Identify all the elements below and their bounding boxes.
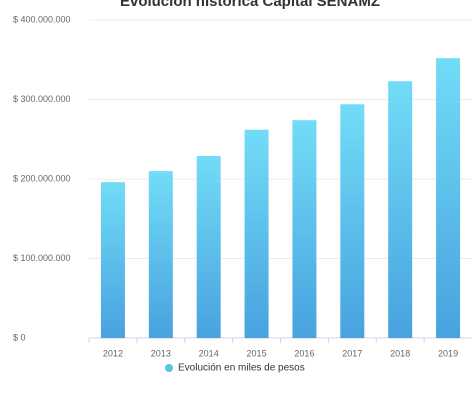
legend-label: Evolución en miles de pesos [178,363,305,374]
x-tick-label: 2013 [151,348,171,358]
x-tick-label: 2018 [390,348,410,358]
chart-title: Evolución histórica Capital SENAMZ [120,0,380,10]
x-tick-label: 2015 [247,348,267,358]
bar [388,81,413,338]
y-tick-label: $ 0 [13,332,26,342]
bar [436,58,461,338]
bar [292,120,317,338]
bar [244,129,269,338]
bar [100,182,125,338]
x-tick-label: 2019 [438,348,458,358]
bar [196,155,221,338]
y-tick-label: $ 300.000.000 [13,94,71,104]
legend-marker [165,364,173,372]
bar [340,104,365,339]
x-tick-label: 2017 [342,348,362,358]
x-tick-label: 2016 [294,348,314,358]
x-tick-label: 2012 [103,348,123,358]
bar [148,171,173,338]
y-tick-label: $ 200.000.000 [13,173,71,183]
x-tick-label: 2014 [199,348,219,358]
y-tick-label: $ 400.000.000 [13,14,71,24]
y-tick-label: $ 100.000.000 [13,253,71,263]
